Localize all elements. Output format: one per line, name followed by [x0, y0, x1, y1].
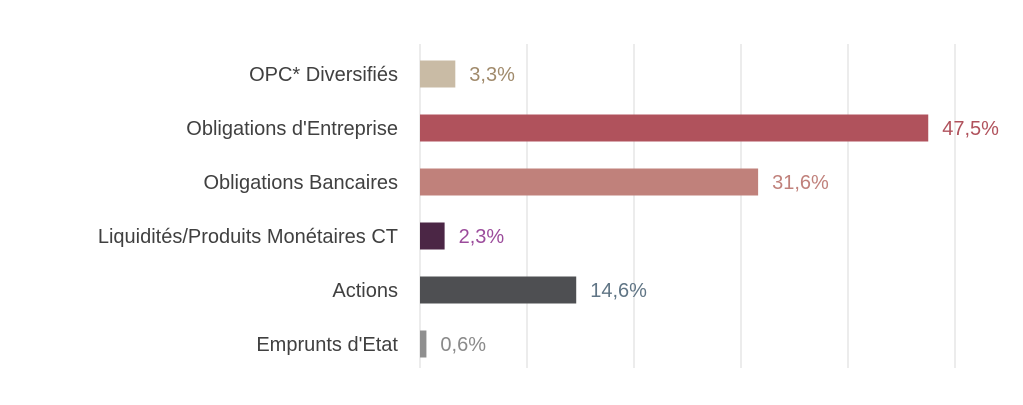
bar — [420, 276, 577, 304]
category-label: Actions — [332, 280, 398, 302]
category-label: Obligations Bancaires — [203, 172, 398, 194]
value-label: 2,3% — [459, 226, 505, 248]
value-label: 47,5% — [942, 118, 999, 140]
bars — [420, 60, 929, 358]
category-labels: OPC* Diversifiés Obligations d'Entreprise… — [98, 64, 399, 356]
category-label: Obligations d'Entreprise — [186, 118, 398, 140]
value-label: 31,6% — [772, 172, 829, 194]
bar — [420, 168, 759, 196]
value-label: 3,3% — [469, 64, 515, 86]
category-label: OPC* Diversifiés — [249, 64, 398, 86]
bar — [420, 114, 929, 142]
bar — [420, 60, 456, 88]
value-labels: 3,3% 47,5% 31,6% 2,3% 14,6% 0,6% — [440, 64, 999, 356]
value-label: 0,6% — [440, 334, 486, 356]
bar — [420, 330, 427, 358]
bar — [420, 222, 445, 250]
value-label: 14,6% — [590, 280, 647, 302]
category-label: Liquidités/Produits Monétaires CT — [98, 226, 398, 248]
gridlines — [419, 44, 956, 368]
category-label: Emprunts d'Etat — [256, 334, 398, 356]
